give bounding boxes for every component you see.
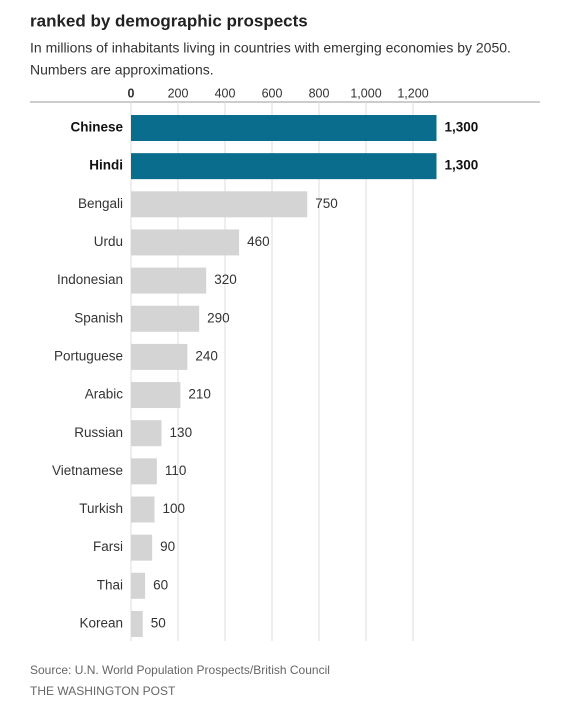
subtitle: Numbers are approximations. bbox=[30, 62, 214, 78]
value-label: 460 bbox=[247, 234, 270, 249]
x-tick-label: 800 bbox=[309, 86, 330, 100]
value-label: 50 bbox=[151, 616, 166, 631]
value-label: 750 bbox=[315, 196, 338, 211]
y-tick-label: Korean bbox=[79, 616, 123, 631]
bar bbox=[131, 382, 181, 409]
y-tick-label: Chinese bbox=[70, 120, 123, 135]
value-label: 90 bbox=[160, 539, 175, 554]
value-label: 1,300 bbox=[445, 120, 479, 135]
x-tick-label: 600 bbox=[262, 86, 283, 100]
value-label: 110 bbox=[165, 463, 187, 478]
y-tick-label: Hindi bbox=[89, 158, 123, 173]
bar bbox=[131, 153, 437, 180]
value-label: 60 bbox=[153, 577, 168, 592]
bar bbox=[131, 458, 157, 485]
value-label: 100 bbox=[163, 501, 186, 516]
y-tick-label: Vietnamese bbox=[52, 463, 123, 478]
y-tick-label: Spanish bbox=[74, 310, 123, 325]
y-tick-label: Arabic bbox=[85, 387, 124, 402]
chart-title: ranked by demographic prospects bbox=[30, 11, 308, 30]
bar bbox=[131, 420, 162, 447]
value-label: 130 bbox=[170, 425, 193, 440]
bar bbox=[131, 191, 308, 218]
bar bbox=[131, 305, 200, 332]
x-tick-label: 400 bbox=[215, 86, 236, 100]
plot bbox=[131, 115, 437, 637]
value-label: 320 bbox=[214, 272, 237, 287]
y-tick-label: Portuguese bbox=[54, 348, 123, 363]
y-tick-label: Farsi bbox=[93, 539, 123, 554]
bar bbox=[131, 267, 207, 294]
source: Source: U.N. World Population Prospects/… bbox=[30, 663, 330, 677]
x-tick-label: 1,000 bbox=[350, 86, 381, 100]
x-tick-label: 0 bbox=[128, 86, 135, 100]
bar bbox=[131, 229, 240, 256]
value-label: 210 bbox=[188, 387, 211, 402]
bar bbox=[131, 610, 143, 637]
bar bbox=[131, 572, 146, 599]
y-tick-label: Urdu bbox=[94, 234, 123, 249]
credit: THE WASHINGTON POST bbox=[30, 684, 176, 698]
subtitle: In millions of inhabitants living in cou… bbox=[30, 40, 511, 56]
bar bbox=[131, 496, 155, 523]
value-label: 1,300 bbox=[445, 158, 479, 173]
y-tick-label: Bengali bbox=[78, 196, 123, 211]
y-tick-label: Turkish bbox=[79, 501, 123, 516]
value-label: 240 bbox=[195, 348, 218, 363]
value-label: 290 bbox=[207, 310, 230, 325]
y-tick-label: Thai bbox=[97, 577, 123, 592]
y-tick-label: Indonesian bbox=[57, 272, 123, 287]
x-tick-label: 1,200 bbox=[397, 86, 428, 100]
y-tick-label: Russian bbox=[74, 425, 123, 440]
bar bbox=[131, 115, 437, 141]
x-tick-label: 200 bbox=[168, 86, 189, 100]
bar bbox=[131, 534, 153, 561]
bar bbox=[131, 343, 188, 370]
grid bbox=[130, 102, 414, 641]
